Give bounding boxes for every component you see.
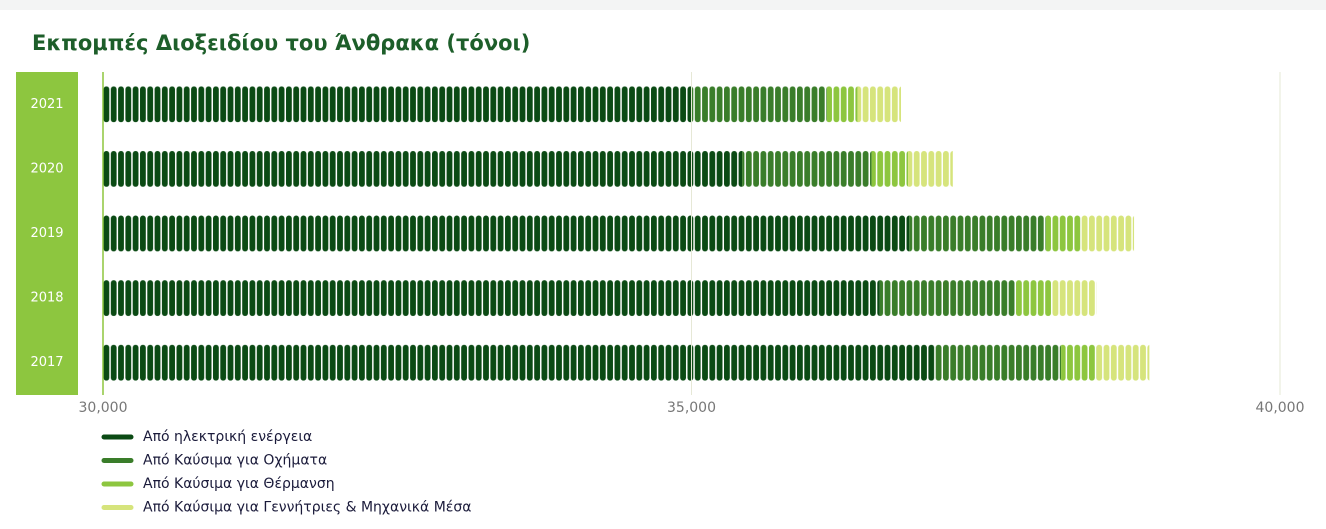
- x-tick-label: 35,000: [667, 400, 716, 416]
- bar-segment: [1096, 344, 1150, 381]
- bar-segment: [871, 150, 909, 187]
- y-tick-label: 2021: [30, 97, 63, 112]
- bar-segment: [1045, 215, 1082, 252]
- bar-segment: [103, 344, 934, 381]
- bar-segment: [908, 150, 953, 187]
- bar-segment: [103, 280, 880, 317]
- bar-segment: [879, 280, 1016, 317]
- bar-segment: [857, 86, 902, 123]
- bar-segment: [826, 86, 858, 123]
- y-tick-label: 2020: [30, 161, 63, 176]
- legend-label: Από Καύσιμα για Γεννήτριες & Μηχανικά Μέ…: [143, 500, 471, 516]
- bar-segment: [909, 215, 1046, 252]
- legend-label: Από Καύσιμα για Οχήματα: [143, 453, 327, 469]
- y-tick-label: 2019: [30, 226, 63, 241]
- legend-label: Από ηλεκτρική ενέργεια: [143, 429, 312, 445]
- bar-segment: [691, 86, 827, 123]
- y-tick-label: 2017: [30, 355, 63, 370]
- bar-segment: [742, 150, 872, 187]
- bar-segment: [103, 86, 692, 123]
- legend-label: Από Καύσιμα για Θέρμανση: [143, 476, 335, 492]
- category-band: [16, 72, 78, 395]
- chart-title: Εκπομπές Διοξειδίου του Άνθρακα (τόνοι): [32, 31, 530, 55]
- bar-segment: [103, 150, 743, 187]
- x-tick-label: 40,000: [1256, 400, 1305, 416]
- x-tick-label: 30,000: [79, 400, 128, 416]
- plot: [103, 86, 1150, 381]
- bar-segment: [103, 215, 910, 252]
- y-tick-label: 2018: [30, 291, 63, 306]
- bar-segment: [1015, 280, 1052, 317]
- bar-segment: [1061, 344, 1097, 381]
- bar-segment: [1051, 280, 1097, 317]
- bar-segment: [933, 344, 1062, 381]
- bar-segment: [1081, 215, 1135, 252]
